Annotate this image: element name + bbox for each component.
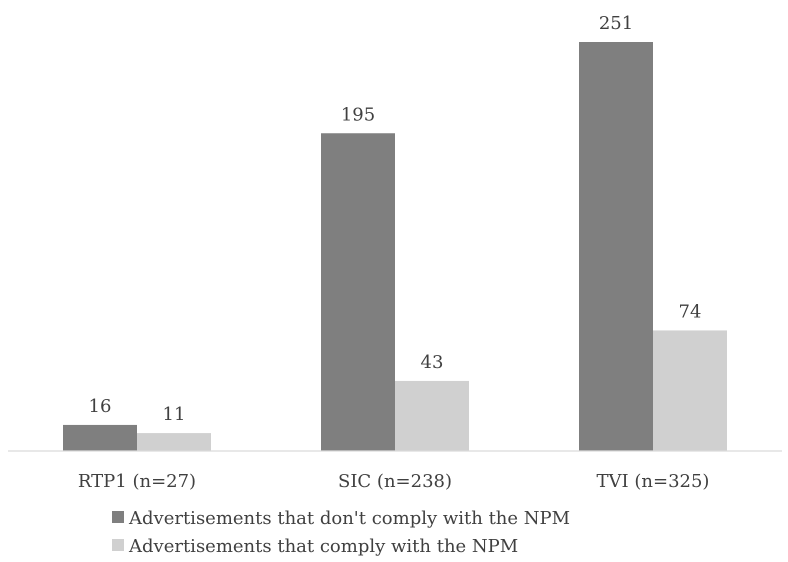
- bar-comply-2: [653, 330, 727, 451]
- bar-noncomply-0: [63, 424, 137, 451]
- data-label-comply-1: 43: [421, 352, 444, 373]
- bar-comply-0: [137, 433, 211, 451]
- bar-comply-1: [395, 380, 469, 451]
- x-tick-label-0: RTP1 (n=27): [78, 471, 196, 492]
- legend-swatch-1: [112, 539, 124, 551]
- data-label-noncomply-0: 16: [89, 396, 112, 417]
- bar-noncomply-2: [579, 42, 653, 451]
- legend-label-1: Advertisements that comply with the NPM: [128, 536, 518, 557]
- data-labels-group: 16 11 195 43 251 74: [89, 13, 702, 425]
- bar-noncomply-1: [321, 133, 395, 452]
- data-label-noncomply-1: 195: [341, 104, 375, 125]
- legend-swatch-0: [112, 511, 124, 523]
- data-label-noncomply-2: 251: [599, 13, 633, 34]
- x-axis-tick-labels: RTP1 (n=27) SIC (n=238) TVI (n=325): [78, 471, 710, 492]
- legend-label-0: Advertisements that don't comply with th…: [128, 508, 570, 529]
- x-tick-label-2: TVI (n=325): [597, 471, 710, 492]
- x-tick-label-1: SIC (n=238): [338, 471, 452, 492]
- data-label-comply-2: 74: [679, 301, 702, 322]
- bars-group: [63, 42, 727, 452]
- legend: Advertisements that don't comply with th…: [112, 508, 570, 557]
- data-label-comply-0: 11: [163, 404, 186, 425]
